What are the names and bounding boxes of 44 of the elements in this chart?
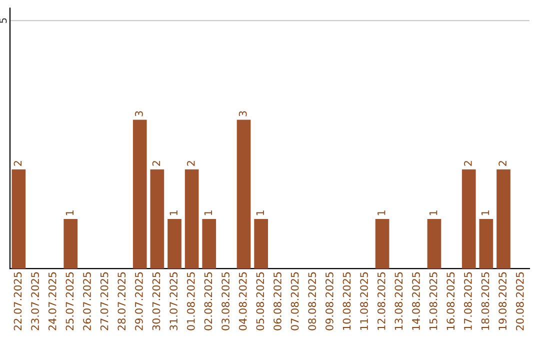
- data-label: 1: [378, 210, 386, 216]
- x-tick-label: 04.08.2025: [238, 272, 247, 330]
- data-label: 2: [14, 161, 22, 166]
- x-tick-label: 03.08.2025: [222, 272, 230, 330]
- data-label: 2: [186, 161, 195, 166]
- data-label: 1: [481, 210, 490, 216]
- x-tick-label: 25.07.2025: [66, 272, 74, 330]
- data-label: 1: [66, 210, 74, 216]
- x-tick-label: 14.08.2025: [412, 272, 420, 330]
- x-tick-label: 06.08.2025: [274, 272, 282, 330]
- x-tick-label: 16.08.2025: [446, 272, 455, 330]
- x-tick-label: 24.07.2025: [48, 272, 56, 330]
- x-tick-label: 30.07.2025: [152, 272, 160, 330]
- data-label: 1: [204, 210, 212, 216]
- data-label: 3: [238, 111, 247, 116]
- x-tick-label: 27.07.2025: [100, 272, 108, 330]
- data-label: 1: [430, 210, 438, 216]
- x-tick-label: 22.07.2025: [14, 272, 22, 330]
- data-label: 1: [170, 210, 178, 216]
- x-tick-label: 23.07.2025: [31, 272, 39, 330]
- data-label: 2: [464, 161, 472, 166]
- x-tick-label: 07.08.2025: [290, 272, 299, 330]
- x-tick-label: 17.08.2025: [464, 272, 472, 330]
- x-tick-label: 09.08.2025: [325, 272, 334, 330]
- x-tick-label: 05.08.2025: [256, 272, 264, 330]
- data-label: 1: [256, 210, 264, 216]
- data-label: 2: [498, 161, 506, 166]
- x-tick-label: 11.08.2025: [360, 272, 368, 330]
- x-tick-label: 08.08.2025: [308, 272, 316, 330]
- x-tick-label: 10.08.2025: [342, 272, 351, 330]
- x-tick-label: 15.08.2025: [429, 272, 438, 330]
- x-tick-label: 01.08.2025: [186, 272, 195, 330]
- x-tick-label: 26.07.2025: [83, 272, 91, 330]
- x-tick-label: 19.08.2025: [498, 272, 507, 330]
- x-tick-label: 13.08.2025: [394, 272, 403, 330]
- data-label: 3: [135, 111, 143, 116]
- x-tick-label: 20.08.2025: [516, 272, 524, 330]
- x-tick-label: 29.07.2025: [135, 272, 143, 330]
- x-tick-label: 02.08.2025: [204, 272, 212, 330]
- x-tick-label: 31.07.2025: [170, 272, 178, 330]
- x-tick-label: 28.07.2025: [118, 272, 126, 330]
- data-label: 2: [152, 161, 160, 166]
- x-tick-label: 12.08.2025: [377, 272, 386, 330]
- x-tick-label: 18.08.2025: [481, 272, 490, 330]
